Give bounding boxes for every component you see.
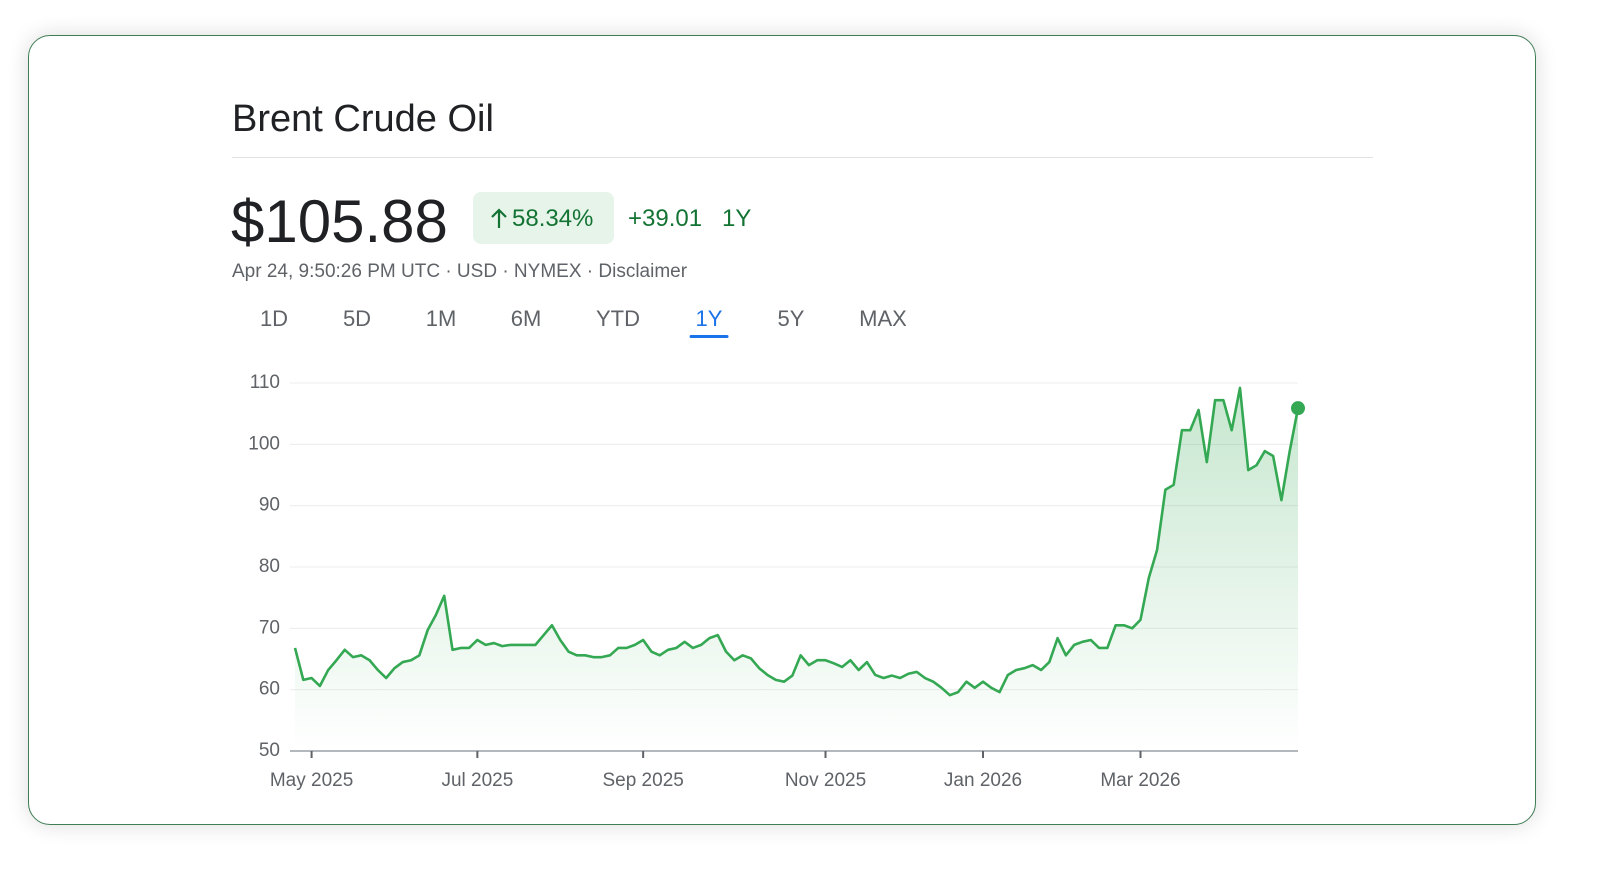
up-arrow-icon bbox=[491, 208, 507, 228]
range-tab[interactable]: 6M bbox=[510, 306, 542, 331]
y-tick-label: 100 bbox=[248, 433, 280, 454]
range-tab[interactable]: MAX bbox=[859, 306, 907, 331]
quote-meta: Apr 24, 9:50:26 PM UTC · USD · NYMEX · D… bbox=[232, 261, 688, 282]
area bbox=[295, 387, 1298, 751]
range-tab[interactable]: 5Y bbox=[777, 306, 805, 331]
range-tab[interactable]: 1Y bbox=[689, 306, 729, 338]
price-line bbox=[293, 386, 1300, 697]
title: Brent Crude Oil bbox=[232, 98, 494, 140]
x-tick-label: Jan 2026 bbox=[944, 770, 1022, 791]
x-tick-label: Nov 2025 bbox=[785, 770, 866, 791]
range-tab[interactable]: 1M bbox=[425, 306, 457, 331]
price: $105.88 bbox=[231, 188, 448, 255]
x-tick-label: Jul 2025 bbox=[441, 770, 513, 791]
change-percent: 58.34% bbox=[512, 205, 594, 232]
y-tick-label: 60 bbox=[259, 679, 280, 700]
change-period: 1Y bbox=[722, 205, 752, 232]
last-point bbox=[1291, 401, 1305, 416]
y-tick-label: 90 bbox=[259, 495, 280, 516]
range-tab[interactable]: 1D bbox=[259, 306, 289, 331]
x-tick-label: Sep 2025 bbox=[602, 770, 683, 791]
divider bbox=[232, 157, 1373, 158]
y-tick-label: 110 bbox=[250, 372, 280, 393]
x-tick-label: May 2025 bbox=[270, 770, 353, 791]
y-tick-label: 50 bbox=[259, 740, 280, 761]
change-badge bbox=[473, 192, 614, 244]
x-tick-label: Mar 2026 bbox=[1100, 770, 1180, 791]
range-tab[interactable]: 5D bbox=[342, 306, 372, 331]
range-tab[interactable]: YTD bbox=[596, 306, 640, 331]
y-tick-label: 70 bbox=[259, 617, 280, 638]
change-value: +39.01 bbox=[628, 205, 703, 232]
y-tick-label: 80 bbox=[259, 556, 280, 577]
